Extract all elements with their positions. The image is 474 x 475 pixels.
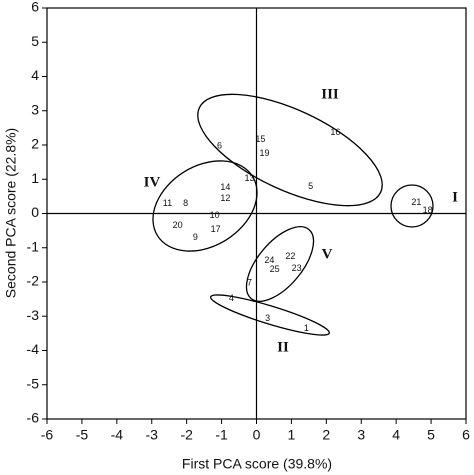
point-label: 12	[220, 193, 230, 203]
x-tick-label: 4	[392, 427, 400, 443]
x-tick-label: -3	[146, 427, 159, 443]
x-tick-label: 1	[288, 427, 296, 443]
group-label: II	[277, 339, 289, 355]
point-label: 18	[423, 205, 433, 215]
cluster-ellipse	[152, 160, 258, 252]
point-label: 6	[217, 141, 222, 151]
point-label: 20	[173, 220, 183, 230]
cluster-ellipse	[197, 93, 383, 207]
point-label: 17	[211, 224, 221, 234]
point-label: 14	[220, 182, 230, 192]
y-tick-label: 0	[31, 204, 39, 220]
x-tick-label: -2	[180, 427, 193, 443]
cluster-ellipse	[390, 184, 434, 228]
cluster-ellipse	[210, 294, 330, 336]
x-tick-label: 2	[322, 427, 330, 443]
group-label: III	[321, 86, 339, 102]
group-label: IV	[144, 174, 161, 190]
point-label: 3	[265, 313, 270, 323]
point-label: 22	[285, 251, 295, 261]
point-label: 21	[411, 197, 421, 207]
point-label: 25	[270, 264, 280, 274]
y-tick-label: -1	[27, 238, 40, 254]
x-tick-label: 3	[357, 427, 365, 443]
point-label: 13	[245, 173, 255, 183]
y-axis-label: Second PCA score (22.8%)	[3, 128, 19, 298]
point-label: 5	[308, 181, 313, 191]
x-tick-label: 0	[253, 427, 261, 443]
x-tick-label: -6	[41, 427, 54, 443]
x-axis-label: First PCA score (39.8%)	[182, 456, 332, 472]
y-tick-label: 6	[31, 0, 39, 15]
point-label: 1	[304, 323, 309, 333]
point-label: 16	[330, 127, 340, 137]
group-label: I	[452, 189, 458, 205]
y-tick-label: -3	[27, 307, 40, 323]
x-tick-label: -5	[76, 427, 89, 443]
x-tick-label: 6	[462, 427, 470, 443]
point-label: 23	[292, 263, 302, 273]
group-label: V	[322, 246, 333, 262]
y-tick-label: -2	[27, 273, 40, 289]
point-label: 4	[229, 293, 234, 303]
point-label: 24	[264, 255, 274, 265]
y-tick-label: -6	[27, 410, 40, 426]
point-label: 19	[260, 148, 270, 158]
point-label: 7	[247, 278, 252, 288]
y-tick-label: 2	[31, 136, 39, 152]
y-tick-label: 1	[31, 170, 39, 186]
point-label: 11	[163, 198, 172, 208]
y-tick-label: 5	[31, 33, 39, 49]
point-label: 10	[210, 210, 220, 220]
point-label: 15	[255, 134, 265, 144]
cluster-ellipse	[245, 226, 315, 302]
x-tick-label: -1	[215, 427, 228, 443]
y-tick-label: 3	[31, 101, 39, 117]
x-tick-label: -4	[111, 427, 124, 443]
point-label: 8	[183, 198, 188, 208]
point-label: 9	[193, 232, 198, 242]
y-tick-label: -4	[27, 341, 40, 357]
x-tick-label: 5	[427, 427, 435, 443]
y-tick-label: 4	[31, 67, 39, 83]
y-tick-label: -5	[27, 375, 40, 391]
